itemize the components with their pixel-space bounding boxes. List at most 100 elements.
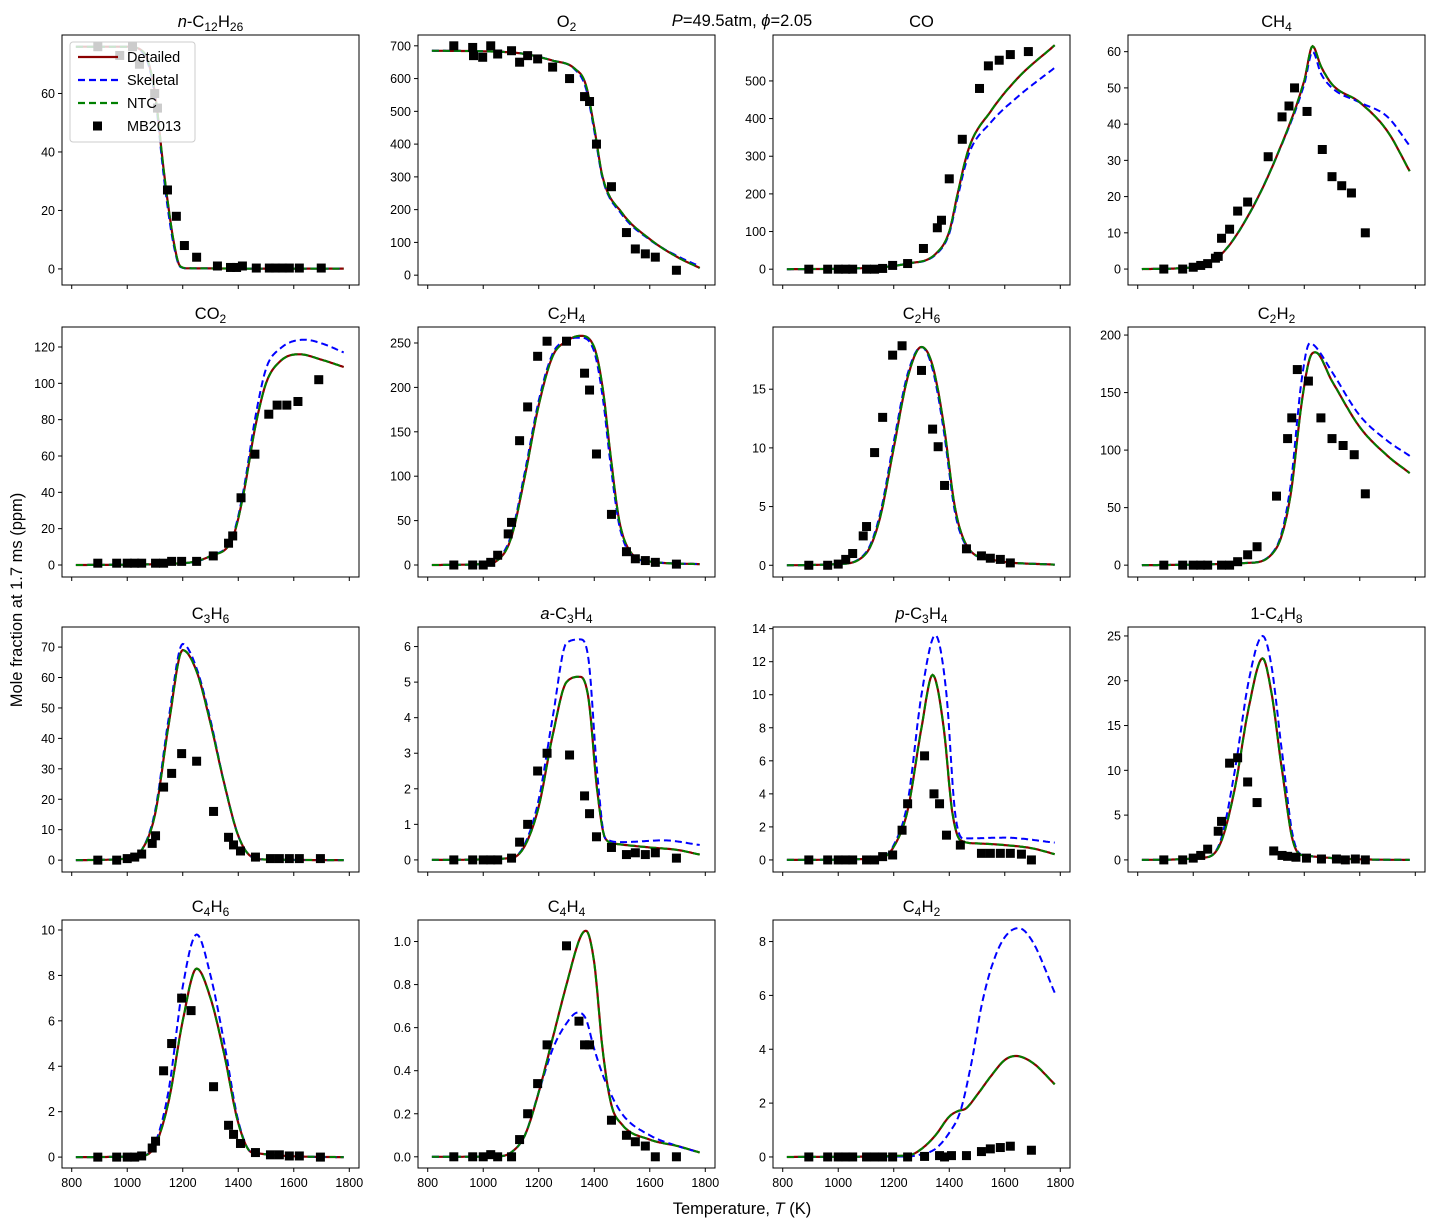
y-tick-label: 300 — [745, 150, 766, 164]
y-tick-label: 1.0 — [394, 935, 411, 949]
y-tick-label: 0 — [759, 853, 766, 867]
series-detailed-line — [786, 345, 1055, 567]
mb2013-data-point — [630, 1137, 640, 1147]
title-subscript: 6 — [223, 612, 230, 626]
title-italic-prefix: a — [540, 605, 549, 623]
mb2013-data-point — [920, 751, 930, 761]
legend: Detailed Skeletal NTC MB2013 — [69, 41, 196, 143]
mb2013-data-point — [294, 854, 304, 864]
series-detailed-line — [431, 49, 701, 269]
mb2013-data-point — [533, 351, 543, 361]
mb2013-data-point — [903, 1152, 913, 1162]
mb2013-data-point — [316, 263, 326, 273]
x-tick-label: 800 — [772, 1176, 793, 1190]
mb2013-data-point — [122, 854, 132, 864]
mb2013-data-point — [1263, 152, 1273, 162]
mb2013-data-point — [449, 560, 459, 570]
mb2013-data-point — [1159, 855, 1169, 865]
mb2013-data-point — [112, 558, 122, 568]
y-tick-label: 5 — [1114, 809, 1121, 823]
mb2013-data-point — [1005, 1141, 1015, 1151]
mb2013-data-point — [277, 263, 287, 273]
title-text: CO — [909, 13, 934, 31]
suptitle: P=49.5atm, ϕ=2.05 — [672, 12, 812, 30]
title-subscript: 2 — [220, 312, 227, 326]
mb2013-data-point — [486, 855, 496, 865]
y-tick-label: 0 — [48, 559, 55, 573]
mb2013-data-point — [284, 1151, 294, 1161]
mb2013-data-point — [650, 1152, 660, 1162]
series-skeletal-line — [1141, 342, 1411, 567]
y-tick-label: 0 — [404, 559, 411, 573]
mb2013-data-point — [130, 1152, 140, 1162]
title-subscript: 4 — [915, 905, 922, 919]
mb2013-data-point — [1316, 413, 1326, 423]
mb2013-data-point — [918, 243, 928, 253]
title-text: C — [1258, 305, 1270, 323]
mb2013-data-point — [1196, 260, 1206, 270]
x-tick-label: 1800 — [1046, 1176, 1074, 1190]
mb2013-data-point — [957, 134, 967, 144]
y-tick-label: 5 — [404, 676, 411, 690]
title-subscript: 4 — [560, 905, 567, 919]
mb2013-data-point — [122, 1152, 132, 1162]
y-tick-label: 20 — [41, 793, 55, 807]
title-text: C — [548, 898, 560, 916]
plot-area — [1141, 634, 1410, 865]
mb2013-data-point — [1292, 365, 1302, 375]
mb2013-data-point — [671, 1152, 681, 1162]
suptitle-phi-symbol: ϕ — [761, 12, 770, 30]
y-tick-label: 60 — [1107, 45, 1121, 59]
y-tick-label: 80 — [41, 413, 55, 427]
mb2013-data-point — [985, 553, 995, 563]
y-tick-label: 5 — [759, 500, 766, 514]
y-tick-label: 4 — [48, 1060, 55, 1074]
x-axis-label-prefix: Temperature, — [673, 1200, 775, 1218]
mb2013-data-point — [533, 766, 543, 776]
mb2013-data-point — [591, 139, 601, 149]
y-tick-label: 6 — [759, 754, 766, 768]
mb2013-data-point — [606, 842, 616, 852]
y-tick-label: 50 — [1107, 81, 1121, 95]
mb2013-data-point — [976, 551, 986, 561]
series-skeletal-line — [786, 927, 1056, 1158]
y-tick-label: 200 — [745, 187, 766, 201]
title-subscript: 2 — [570, 20, 577, 34]
mb2013-data-point — [250, 852, 260, 862]
y-tick-label: 3 — [404, 747, 411, 761]
plot-area — [431, 41, 701, 275]
y-tick-label: 0 — [404, 269, 411, 283]
y-tick-label: 40 — [41, 145, 55, 159]
mb2013-data-point — [903, 799, 913, 809]
title-text: C — [903, 898, 915, 916]
x-tick-label: 1600 — [636, 1176, 664, 1190]
mb2013-data-point — [469, 51, 479, 61]
mb2013-data-point — [468, 42, 478, 52]
mb2013-data-point — [591, 832, 601, 842]
mb2013-data-point — [449, 855, 459, 865]
y-tick-label: 0.2 — [394, 1107, 411, 1121]
title-text: C — [903, 305, 915, 323]
y-tick-label: 0 — [1114, 263, 1121, 277]
series-detailed-line — [75, 648, 344, 862]
mb2013-data-point — [315, 1152, 325, 1162]
legend-label-ntc: NTC — [127, 96, 157, 112]
title-subscript: 2 — [1270, 312, 1277, 326]
mb2013-data-point — [1203, 560, 1213, 570]
mb2013-data-point — [151, 1136, 161, 1146]
series-detailed-line — [431, 929, 700, 1158]
mb2013-data-point — [848, 549, 858, 559]
title-subscript: 12 — [204, 20, 218, 34]
mb2013-data-point — [823, 855, 833, 865]
mb2013-data-point — [1317, 144, 1327, 154]
series-skeletal-line — [431, 638, 700, 861]
title-subscript: 4 — [204, 905, 211, 919]
title-text: H — [218, 13, 230, 31]
y-tick-label: 30 — [41, 762, 55, 776]
plot-area — [75, 933, 344, 1162]
y-tick-label: 50 — [397, 514, 411, 528]
mb2013-data-point — [621, 228, 631, 238]
mb2013-data-point — [823, 1152, 833, 1162]
mb2013-data-point — [486, 41, 496, 51]
